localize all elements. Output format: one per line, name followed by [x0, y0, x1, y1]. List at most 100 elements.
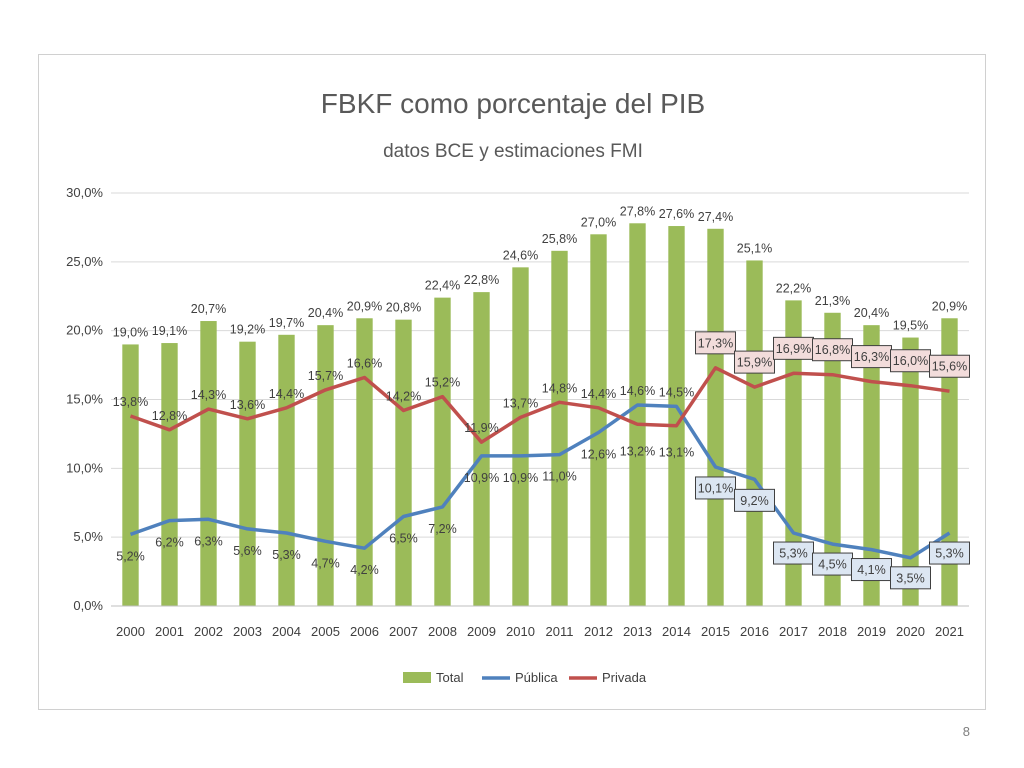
- x-tick-label: 2020: [896, 624, 925, 639]
- data-label-privada: 16,9%: [776, 342, 811, 356]
- data-label-total: 19,0%: [113, 325, 148, 339]
- bar-total: [668, 226, 685, 607]
- legend-swatch-total: [403, 672, 431, 683]
- data-label-publica: 4,2%: [350, 563, 379, 577]
- axis-layer: 0,0% 5,0% 10,0% 15,0% 20,0% 25,0% 30,0% 2000 200…: [66, 185, 969, 639]
- legend: Total Pública Privada: [403, 670, 647, 685]
- data-label-privada: 13,6%: [230, 398, 265, 412]
- x-tick-label: 2014: [662, 624, 691, 639]
- bar-total: [122, 344, 139, 606]
- data-label-total: 19,2%: [230, 323, 265, 337]
- data-label-privada: 16,8%: [815, 343, 850, 357]
- data-label-publica: 3,5%: [896, 571, 925, 585]
- data-label-privada: 12,8%: [152, 409, 187, 423]
- chart-title: FBKF como porcentaje del PIB: [321, 88, 705, 119]
- bar-total: [863, 325, 880, 606]
- data-label-publica-box: [929, 541, 970, 565]
- x-tick-label: 2019: [857, 624, 886, 639]
- bar-total: [317, 325, 334, 606]
- data-label-publica: 4,7%: [311, 556, 340, 570]
- data-label-total: 20,9%: [347, 299, 382, 313]
- bar-total: [473, 292, 490, 606]
- bar-total: [395, 319, 412, 606]
- x-tick-label: 2003: [233, 624, 262, 639]
- bar-total: [200, 321, 217, 606]
- data-label-privada: 17,3%: [698, 336, 733, 350]
- chart-svg: FBKF como porcentaje del PIB datos BCE y…: [66, 88, 970, 685]
- data-label-total: 22,2%: [776, 281, 811, 295]
- data-label-privada: 14,2%: [386, 390, 421, 404]
- x-tick-label: 2005: [311, 624, 340, 639]
- data-label-total: 19,7%: [269, 316, 304, 330]
- data-label-publica: 5,3%: [935, 547, 964, 561]
- data-label-publica: 5,3%: [779, 547, 808, 561]
- x-tick-label: 2018: [818, 624, 847, 639]
- data-label-privada-box: [695, 331, 736, 355]
- data-label-publica: 12,6%: [581, 448, 616, 462]
- x-tick-label: 2008: [428, 624, 457, 639]
- y-tick-label: 25,0%: [66, 254, 103, 269]
- line-publica: [129, 403, 951, 560]
- data-label-privada: 13,8%: [113, 395, 148, 409]
- data-label-privada: 16,6%: [347, 356, 382, 370]
- y-tick-label: 30,0%: [66, 185, 103, 200]
- data-label-publica-box: [734, 488, 775, 512]
- data-label-privada: 16,0%: [893, 354, 928, 368]
- x-tick-label: 2009: [467, 624, 496, 639]
- bar-total: [434, 297, 451, 606]
- y-tick-label: 15,0%: [66, 392, 103, 407]
- x-tick-label: 2010: [506, 624, 535, 639]
- data-label-privada: 15,9%: [737, 356, 772, 370]
- data-label-total: 22,8%: [464, 273, 499, 287]
- x-tick-label: 2007: [389, 624, 418, 639]
- data-label-total: 20,4%: [854, 306, 889, 320]
- x-tick-label: 2004: [272, 624, 301, 639]
- x-tick-label: 2002: [194, 624, 223, 639]
- x-tick-label: 2021: [935, 624, 964, 639]
- data-label-privada: 15,7%: [308, 369, 343, 383]
- legend-label-total: Total: [436, 670, 464, 685]
- bar-total: [551, 250, 568, 606]
- lines-layer: [129, 366, 951, 560]
- bar-total: [824, 312, 841, 606]
- data-label-total: 27,8%: [620, 204, 655, 218]
- data-label-total: 20,7%: [191, 302, 226, 316]
- data-label-total: 20,8%: [386, 301, 421, 315]
- data-label-total: 19,1%: [152, 324, 187, 338]
- data-label-total: 27,4%: [698, 210, 733, 224]
- x-tick-label: 2011: [546, 624, 574, 639]
- data-label-total: 24,6%: [503, 248, 538, 262]
- data-label-privada: 14,4%: [581, 387, 616, 401]
- data-label-privada-box: [929, 354, 970, 378]
- bar-total: [278, 334, 295, 606]
- bar-total: [239, 341, 256, 606]
- data-label-privada: 11,9%: [464, 421, 499, 435]
- bar-total: [746, 260, 763, 606]
- data-label-total: 21,3%: [815, 294, 850, 308]
- data-label-publica: 9,2%: [740, 494, 769, 508]
- x-tick-label: 2017: [779, 624, 808, 639]
- bar-total: [902, 337, 919, 606]
- x-tick-label: 2016: [740, 624, 769, 639]
- data-label-publica: 5,2%: [116, 549, 145, 563]
- data-label-publica: 4,5%: [818, 558, 847, 572]
- data-label-total: 27,0%: [581, 215, 616, 229]
- data-label-publica: 6,2%: [155, 536, 184, 550]
- data-label-total: 19,5%: [893, 319, 928, 333]
- bar-total: [707, 228, 724, 606]
- x-tick-label: 2006: [350, 624, 379, 639]
- labels-layer: 19,0% 19,1% 20,7% 19,2% 19,7% 20,4% 20,9% 20,8%…: [113, 204, 970, 590]
- data-label-privada-box: [734, 350, 775, 374]
- y-tick-label: 0,0%: [73, 598, 103, 613]
- data-label-privada: 13,7%: [503, 396, 538, 410]
- chart-subtitle: datos BCE y estimaciones FMI: [383, 141, 643, 162]
- x-tick-label: 2000: [116, 624, 145, 639]
- data-label-publica: 14,5%: [659, 385, 694, 399]
- data-label-publica: 14,6%: [620, 384, 655, 398]
- data-label-privada: 13,2%: [620, 444, 655, 458]
- data-label-total: 25,1%: [737, 241, 772, 255]
- data-label-privada: 15,2%: [425, 376, 460, 390]
- x-tick-label: 2015: [701, 624, 730, 639]
- data-label-publica: 10,9%: [464, 471, 499, 485]
- x-tick-label: 2012: [584, 624, 613, 639]
